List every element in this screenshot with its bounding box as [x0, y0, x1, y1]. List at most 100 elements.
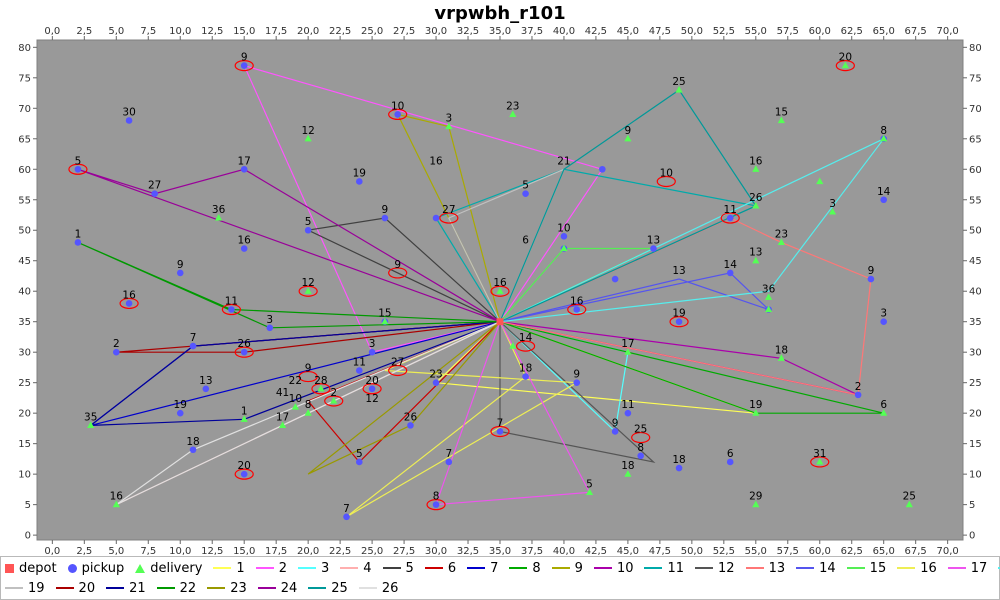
legend-line-icon — [593, 567, 612, 569]
x-tick-label-bottom: 30,0 — [425, 546, 447, 556]
pickup-point — [176, 269, 184, 277]
legend-label: 22 — [179, 580, 197, 596]
delivery-point — [624, 134, 632, 142]
pickup-point — [240, 62, 248, 69]
highlight-ring — [324, 395, 344, 407]
point-label: 3 — [829, 198, 836, 210]
x-tick-label-top: 60,0 — [809, 26, 831, 37]
x-tick-label-bottom: 50,0 — [681, 546, 703, 556]
y-tick-label-right: 35 — [969, 317, 982, 328]
legend-triangle-icon — [135, 563, 146, 573]
point-label: 8 — [305, 399, 312, 411]
point-label: 23 — [429, 369, 442, 381]
pickup-point — [240, 165, 248, 173]
x-tick-label-bottom: 5,0 — [108, 546, 124, 556]
delivery-point — [112, 500, 120, 508]
point-label: 12 — [301, 277, 314, 289]
delivery-point — [816, 457, 824, 465]
highlight-ring — [631, 431, 651, 444]
delivery-point — [880, 409, 888, 416]
point-label: 7 — [445, 448, 452, 460]
pickup-point — [74, 239, 82, 246]
delivery-point — [764, 305, 773, 313]
y-tick-label-right: 30 — [969, 348, 982, 359]
y-tick-label-left: 75 — [18, 73, 31, 84]
pickup-point — [867, 275, 875, 283]
pickup-point — [112, 348, 120, 356]
highlight-ring — [490, 285, 510, 297]
legend-item-23: 23 — [207, 581, 247, 596]
legend-label: 25 — [331, 580, 348, 596]
legend-line-icon — [358, 587, 377, 589]
point-label: 8 — [637, 442, 644, 454]
x-tick-label-top: 47,5 — [649, 26, 671, 37]
x-tick-label-top: 5,0 — [108, 26, 124, 37]
pickup-point — [266, 324, 274, 332]
legend-circle-icon — [67, 563, 77, 573]
point-label: 11 — [353, 356, 366, 368]
delivery-point — [560, 244, 568, 252]
point-label: 29 — [749, 491, 762, 503]
point-label: 16 — [110, 491, 124, 503]
point-label: 18 — [672, 454, 685, 466]
highlight-ring — [720, 212, 740, 224]
delivery-point — [304, 409, 312, 416]
point-label: 9 — [394, 259, 401, 271]
pickup-point — [356, 178, 363, 185]
x-tick-label-bottom: 55,0 — [745, 546, 767, 556]
pickup-point — [202, 385, 210, 393]
point-label: 11 — [621, 399, 634, 411]
delivery-point — [828, 207, 837, 215]
delivery-point — [87, 421, 95, 428]
pickup-point — [394, 111, 401, 118]
point-label: 10 — [660, 167, 673, 179]
legend-label: 10 — [616, 560, 634, 576]
delivery-point — [445, 122, 453, 130]
legend-label: 20 — [78, 580, 96, 596]
legend-line-icon — [897, 567, 916, 569]
x-tick-label-bottom: 67,5 — [905, 546, 927, 556]
point-label: 17 — [621, 338, 634, 350]
y-tick-label-left: 30 — [18, 348, 31, 359]
pickup-point — [611, 428, 619, 435]
x-tick-label-bottom: 32,5 — [457, 546, 479, 556]
pickup-point — [675, 318, 683, 326]
pickup-point — [496, 428, 504, 435]
point-label: 17 — [276, 411, 289, 423]
delivery-point — [317, 384, 325, 392]
pickup-point — [599, 165, 606, 173]
y-tick-label-right: 10 — [969, 470, 982, 481]
x-tick-label-top: 37,5 — [521, 26, 543, 37]
legend-line-icon — [55, 587, 74, 589]
x-tick-label-bottom: 2,5 — [76, 546, 92, 556]
legend-item-21: 21 — [106, 581, 146, 596]
x-tick-label-top: 10,0 — [169, 26, 191, 37]
x-tick-label-bottom: 0,0 — [44, 546, 60, 556]
pickup-point — [573, 379, 581, 386]
legend-row: depot pickup delivery 1 2 3 4 5 6 7 8 9 10 11 12 13 14 15… — [5, 559, 1000, 577]
legend-label: 23 — [230, 580, 247, 596]
route-8-line — [499, 321, 884, 414]
point-label: 16 — [429, 155, 443, 167]
legend-item-18: 18 — [998, 561, 1000, 576]
point-label: 9 — [241, 52, 248, 64]
delivery-point — [841, 61, 849, 69]
point-label: 26 — [404, 411, 418, 423]
y-tick-label-right: 45 — [969, 256, 982, 267]
y-tick-label-right: 70 — [969, 104, 982, 115]
pickup-point — [407, 422, 414, 429]
delivery-point — [291, 403, 299, 410]
legend-line-icon — [796, 567, 815, 569]
delivery-point — [752, 409, 760, 416]
highlight-ring — [234, 468, 254, 480]
y-tick-label-right: 50 — [969, 226, 982, 237]
highlight-ring — [362, 383, 382, 395]
point-label: 2 — [330, 387, 337, 399]
point-label: 3 — [880, 308, 887, 320]
x-tick-label-bottom: 62,5 — [841, 546, 863, 556]
point-label: 6 — [522, 235, 529, 247]
route-12-line — [499, 321, 656, 464]
point-label: 8 — [433, 491, 440, 503]
y-tick-label-right: 65 — [969, 134, 982, 145]
x-tick-label-top: 62,5 — [841, 26, 863, 37]
